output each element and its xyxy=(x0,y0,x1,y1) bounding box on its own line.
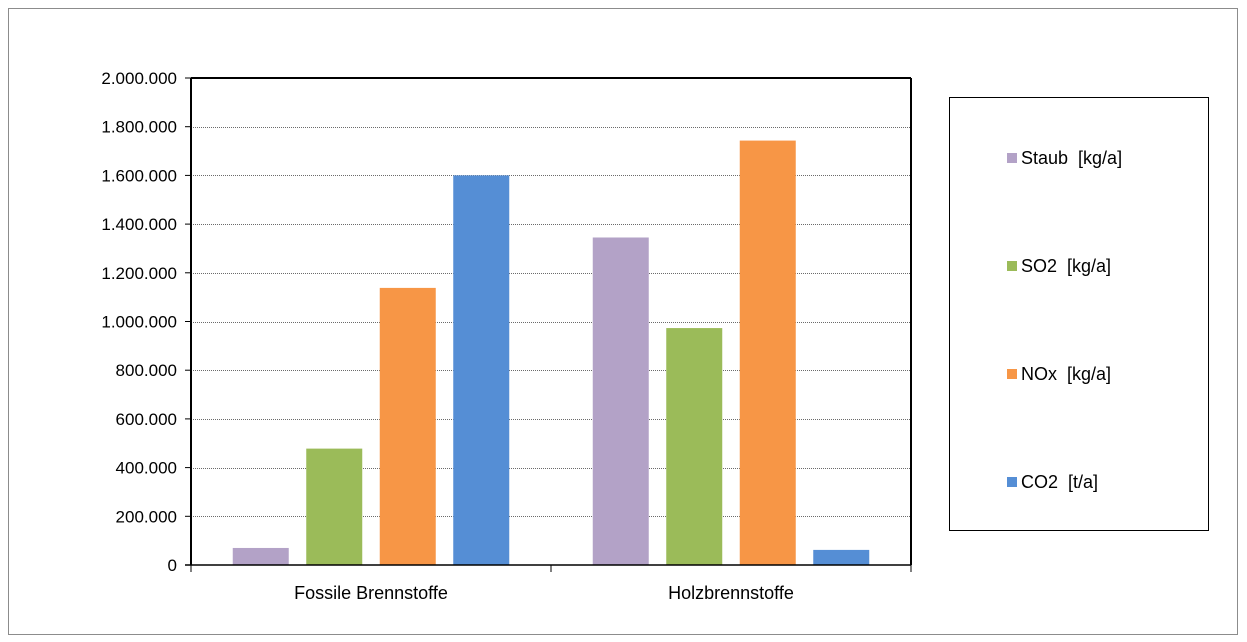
y-tick-label: 400.000 xyxy=(116,459,177,478)
legend-swatch-co2 xyxy=(1007,477,1017,487)
y-axis-ticks: 0 200.000 400.000 600.000 800.000 1.000.000 1.… xyxy=(101,69,191,575)
legend-swatch-nox xyxy=(1007,369,1017,379)
x-category-label: Holzbrennstoffe xyxy=(668,583,794,603)
legend-item-nox: NOx [kg/a] xyxy=(1007,362,1111,386)
y-tick-label: 1.000.000 xyxy=(101,313,177,332)
bars xyxy=(232,140,870,565)
legend-label-nox: NOx [kg/a] xyxy=(1021,363,1112,384)
legend-label-so2: SO2 [kg/a] xyxy=(1021,255,1112,276)
y-tick-label: 1.400.000 xyxy=(101,215,177,234)
legend-item-staub: Staub [kg/a] xyxy=(1007,146,1122,170)
bar xyxy=(739,140,796,565)
y-tick-label: 1.600.000 xyxy=(101,166,177,185)
bar xyxy=(813,549,870,565)
legend: Staub [kg/a] SO2 [kg/a] NOx [kg/a] CO2 [… xyxy=(949,97,1209,531)
gridlines xyxy=(191,78,911,517)
bar xyxy=(592,237,649,565)
legend-item-so2: SO2 [kg/a] xyxy=(1007,254,1111,278)
legend-label-co2: CO2 [t/a] xyxy=(1021,471,1099,492)
y-tick-label: 2.000.000 xyxy=(101,69,177,88)
y-tick-label: 200.000 xyxy=(116,507,177,526)
x-category-label: Fossile Brennstoffe xyxy=(294,583,448,603)
y-tick-label: 800.000 xyxy=(116,361,177,380)
bar xyxy=(379,287,436,565)
y-tick-label: 1.800.000 xyxy=(101,118,177,137)
bar xyxy=(232,547,289,565)
legend-item-co2: CO2 [t/a] xyxy=(1007,470,1098,494)
y-tick-label: 0 xyxy=(168,556,177,575)
legend-swatch-so2 xyxy=(1007,261,1017,271)
y-tick-label: 1.200.000 xyxy=(101,264,177,283)
x-axis-labels: Fossile Brennstoffe Holzbrennstoffe xyxy=(190,565,912,603)
bar xyxy=(666,328,723,565)
bar xyxy=(453,175,510,565)
bar xyxy=(306,448,363,565)
axes xyxy=(185,77,912,566)
y-tick-label: 600.000 xyxy=(116,410,177,429)
legend-label-staub: Staub [kg/a] xyxy=(1021,147,1123,168)
legend-swatch-staub xyxy=(1007,153,1017,163)
